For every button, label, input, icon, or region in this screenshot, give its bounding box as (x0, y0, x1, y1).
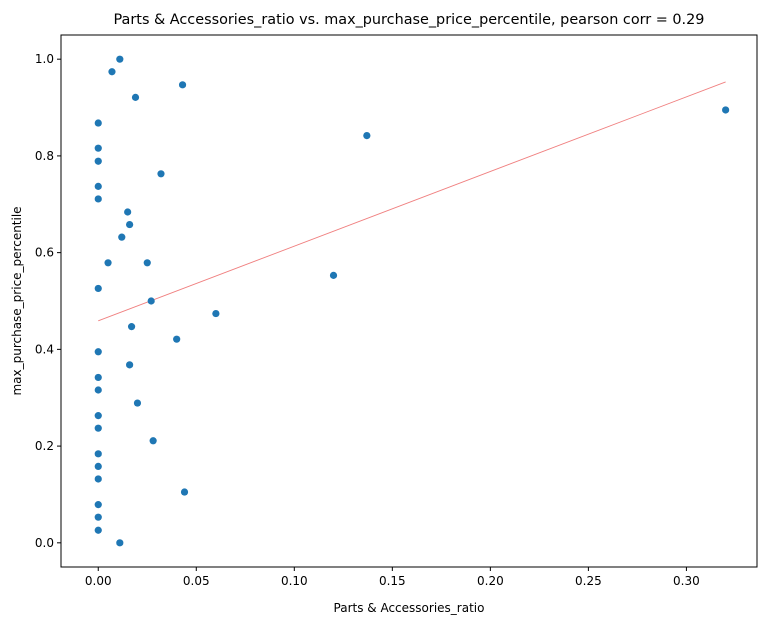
x-axis-ticks: 0.00 0.05 0.10 0.15 0.20 0.25 0.30 (85, 567, 700, 588)
data-point (94, 373, 102, 382)
data-point (126, 220, 134, 229)
y-tick-label: 1.0 (35, 52, 54, 66)
data-point (94, 284, 102, 293)
x-tick-label: 0.20 (477, 574, 504, 588)
data-point (94, 526, 102, 534)
data-point (94, 501, 102, 509)
plot-frame (60, 34, 758, 568)
y-tick-label: 0.6 (35, 246, 54, 260)
x-tick-label: 0.10 (281, 574, 308, 588)
data-point (94, 144, 102, 152)
data-point (94, 462, 102, 471)
data-point (108, 68, 116, 76)
data-point (127, 323, 136, 331)
data-point (180, 488, 189, 496)
data-point (94, 475, 102, 483)
data-point (94, 182, 102, 190)
data-point (118, 233, 126, 241)
data-point (94, 348, 102, 356)
y-tick-label: 0.0 (35, 536, 54, 550)
chart-title: Parts & Accessories_ratio vs. max_purcha… (114, 12, 705, 28)
data-point (178, 81, 187, 89)
data-point (94, 386, 102, 394)
data-point (94, 412, 102, 420)
data-point (212, 309, 220, 318)
x-axis-title: Parts & Accessories_ratio (334, 601, 485, 615)
y-axis-title: max_purchase_price_percentile (10, 206, 24, 395)
x-tick-label: 0.25 (575, 574, 602, 588)
x-tick-label: 0.15 (379, 574, 406, 588)
data-point (329, 271, 338, 279)
data-point (94, 424, 102, 432)
y-axis-ticks: 0.0 0.2 0.4 0.6 0.8 1.0 (35, 52, 61, 550)
data-point (116, 539, 124, 547)
y-tick-label: 0.2 (35, 439, 54, 453)
data-point (363, 131, 371, 140)
data-point (131, 93, 140, 101)
data-point (722, 106, 730, 114)
data-point (173, 335, 181, 343)
x-tick-label: 0.05 (183, 574, 210, 588)
data-point (104, 259, 112, 267)
data-point (94, 195, 102, 203)
data-point (133, 399, 142, 407)
x-tick-label: 0.30 (673, 574, 700, 588)
data-point (94, 513, 102, 521)
points-layer (94, 55, 730, 547)
data-point (94, 450, 102, 458)
data-point (126, 361, 134, 369)
x-tick-label: 0.00 (85, 574, 112, 588)
data-point (149, 437, 157, 445)
data-point (147, 297, 155, 305)
trendline (98, 81, 726, 322)
y-tick-label: 0.8 (35, 149, 54, 163)
data-point (94, 119, 102, 127)
trendline-layer (98, 81, 726, 322)
data-point (157, 170, 165, 178)
data-point (143, 259, 151, 267)
y-tick-label: 0.4 (35, 342, 54, 356)
data-point (116, 55, 124, 63)
data-point (94, 157, 102, 165)
data-point (124, 208, 132, 216)
